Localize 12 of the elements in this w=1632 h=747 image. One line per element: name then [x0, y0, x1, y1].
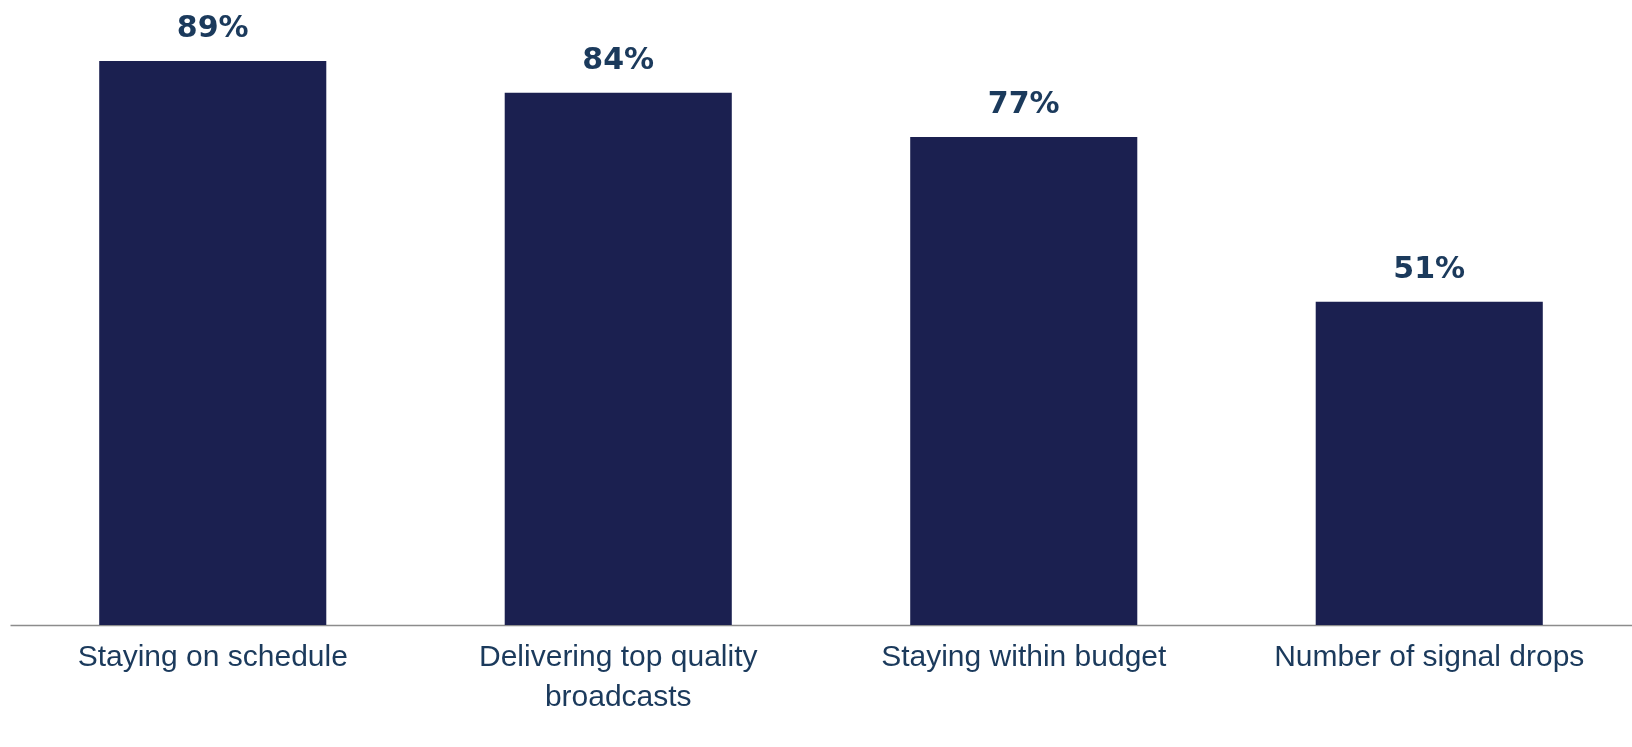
data-label: 77%: [987, 85, 1060, 121]
x-tick-label: Delivering top quality broadcasts: [479, 638, 758, 712]
data-label: 51%: [1393, 249, 1466, 285]
x-tick-label: Staying within budget: [881, 638, 1167, 672]
data-label: 84%: [582, 40, 655, 76]
x-tick-label: Number of signal drops: [1274, 638, 1585, 672]
bar: [99, 61, 327, 625]
data-label: 89%: [176, 9, 249, 44]
x-tick-label: Staying on schedule: [77, 638, 348, 672]
bar: [504, 92, 732, 625]
bar: [1315, 301, 1543, 625]
bar: [910, 137, 1138, 625]
